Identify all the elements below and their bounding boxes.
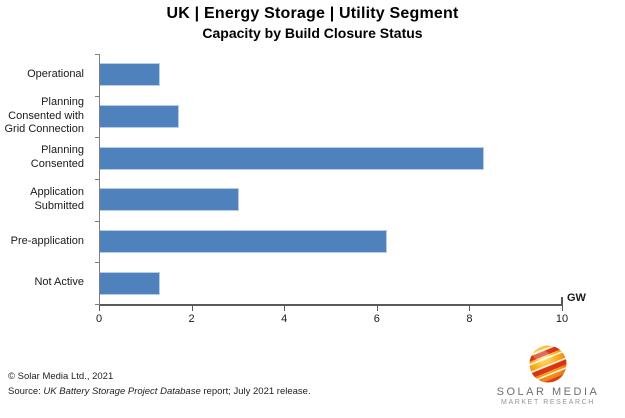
- bar-pre-application: [100, 230, 388, 254]
- category-tick: [95, 304, 99, 305]
- bar-row: [100, 179, 563, 221]
- bar-row: [100, 221, 563, 263]
- bar-not-active: [100, 271, 161, 295]
- x-axis-tick: [284, 306, 286, 311]
- category-tick: [95, 54, 99, 55]
- solar-media-logo-name: SOLAR MEDIA: [496, 386, 600, 398]
- x-axis-tick: [191, 306, 193, 311]
- x-axis-tick-label: 2: [188, 313, 195, 325]
- category-tick: [95, 262, 99, 264]
- x-axis-end-tick: [561, 297, 563, 305]
- category-label: Pre-application: [10, 234, 84, 247]
- bar-operational: [100, 63, 161, 87]
- source-database-name: UK Battery Storage Project Database: [43, 386, 201, 397]
- x-axis-tick: [99, 306, 100, 311]
- chart-title: UK | Energy Storage | Utility Segment Ca…: [0, 5, 625, 41]
- x-axis-tick: [376, 306, 378, 311]
- x-axis-tick-label: 10: [555, 313, 569, 325]
- x-axis-tick-label: 8: [466, 313, 473, 325]
- category-tick: [95, 179, 99, 180]
- category-tick: [95, 220, 99, 222]
- category-label: Planning Consented: [30, 144, 84, 171]
- category-label: Operational: [27, 67, 84, 80]
- source-suffix: report; July 2021 release.: [200, 386, 311, 397]
- bar-planning-consented-with-grid-connection: [100, 105, 179, 128]
- bar-row: [100, 137, 563, 179]
- category-tick: [95, 137, 99, 139]
- chart-title-line1: UK | Energy Storage | Utility Segment: [166, 5, 459, 22]
- solar-media-logo-subtitle: MARKET RESEARCH: [501, 399, 595, 406]
- source-prefix: Source:: [8, 386, 44, 397]
- x-axis-tick: [469, 306, 471, 311]
- category-label: Not Active: [34, 276, 84, 289]
- copyright-text: © Solar Media Ltd., 2021: [8, 371, 114, 382]
- plot-area: [99, 54, 563, 306]
- bar-row: [100, 54, 563, 96]
- category-label: Application Submitted: [30, 186, 84, 212]
- x-axis-tick-label: 0: [95, 313, 103, 325]
- chart-title-line2: Capacity by Build Closure Status: [202, 25, 423, 41]
- source-text: Source: UK Battery Storage Project Datab…: [8, 386, 311, 397]
- solar-media-logo: SOLAR MEDIA MARKET RESEARCH: [488, 344, 608, 406]
- category-label: Planning Consented with Grid Connection: [4, 95, 85, 136]
- bar-series: [100, 54, 563, 304]
- solar-media-sphere-icon: [529, 345, 567, 383]
- x-axis-unit-label: GW: [567, 292, 586, 304]
- x-axis-tick-label: 4: [281, 313, 288, 325]
- x-axis-tick: [562, 306, 563, 311]
- x-axis-tick-label: 6: [373, 313, 380, 325]
- category-tick: [95, 95, 99, 97]
- x-axis: 0 2 4 6 8 10: [95, 306, 568, 332]
- bar-application-submitted: [100, 188, 239, 212]
- category-axis-labels: Operational Planning Consented with Grid …: [0, 54, 92, 304]
- bar-planning-consented: [100, 146, 485, 170]
- bar-row: [100, 262, 563, 304]
- bar-row: [100, 96, 563, 138]
